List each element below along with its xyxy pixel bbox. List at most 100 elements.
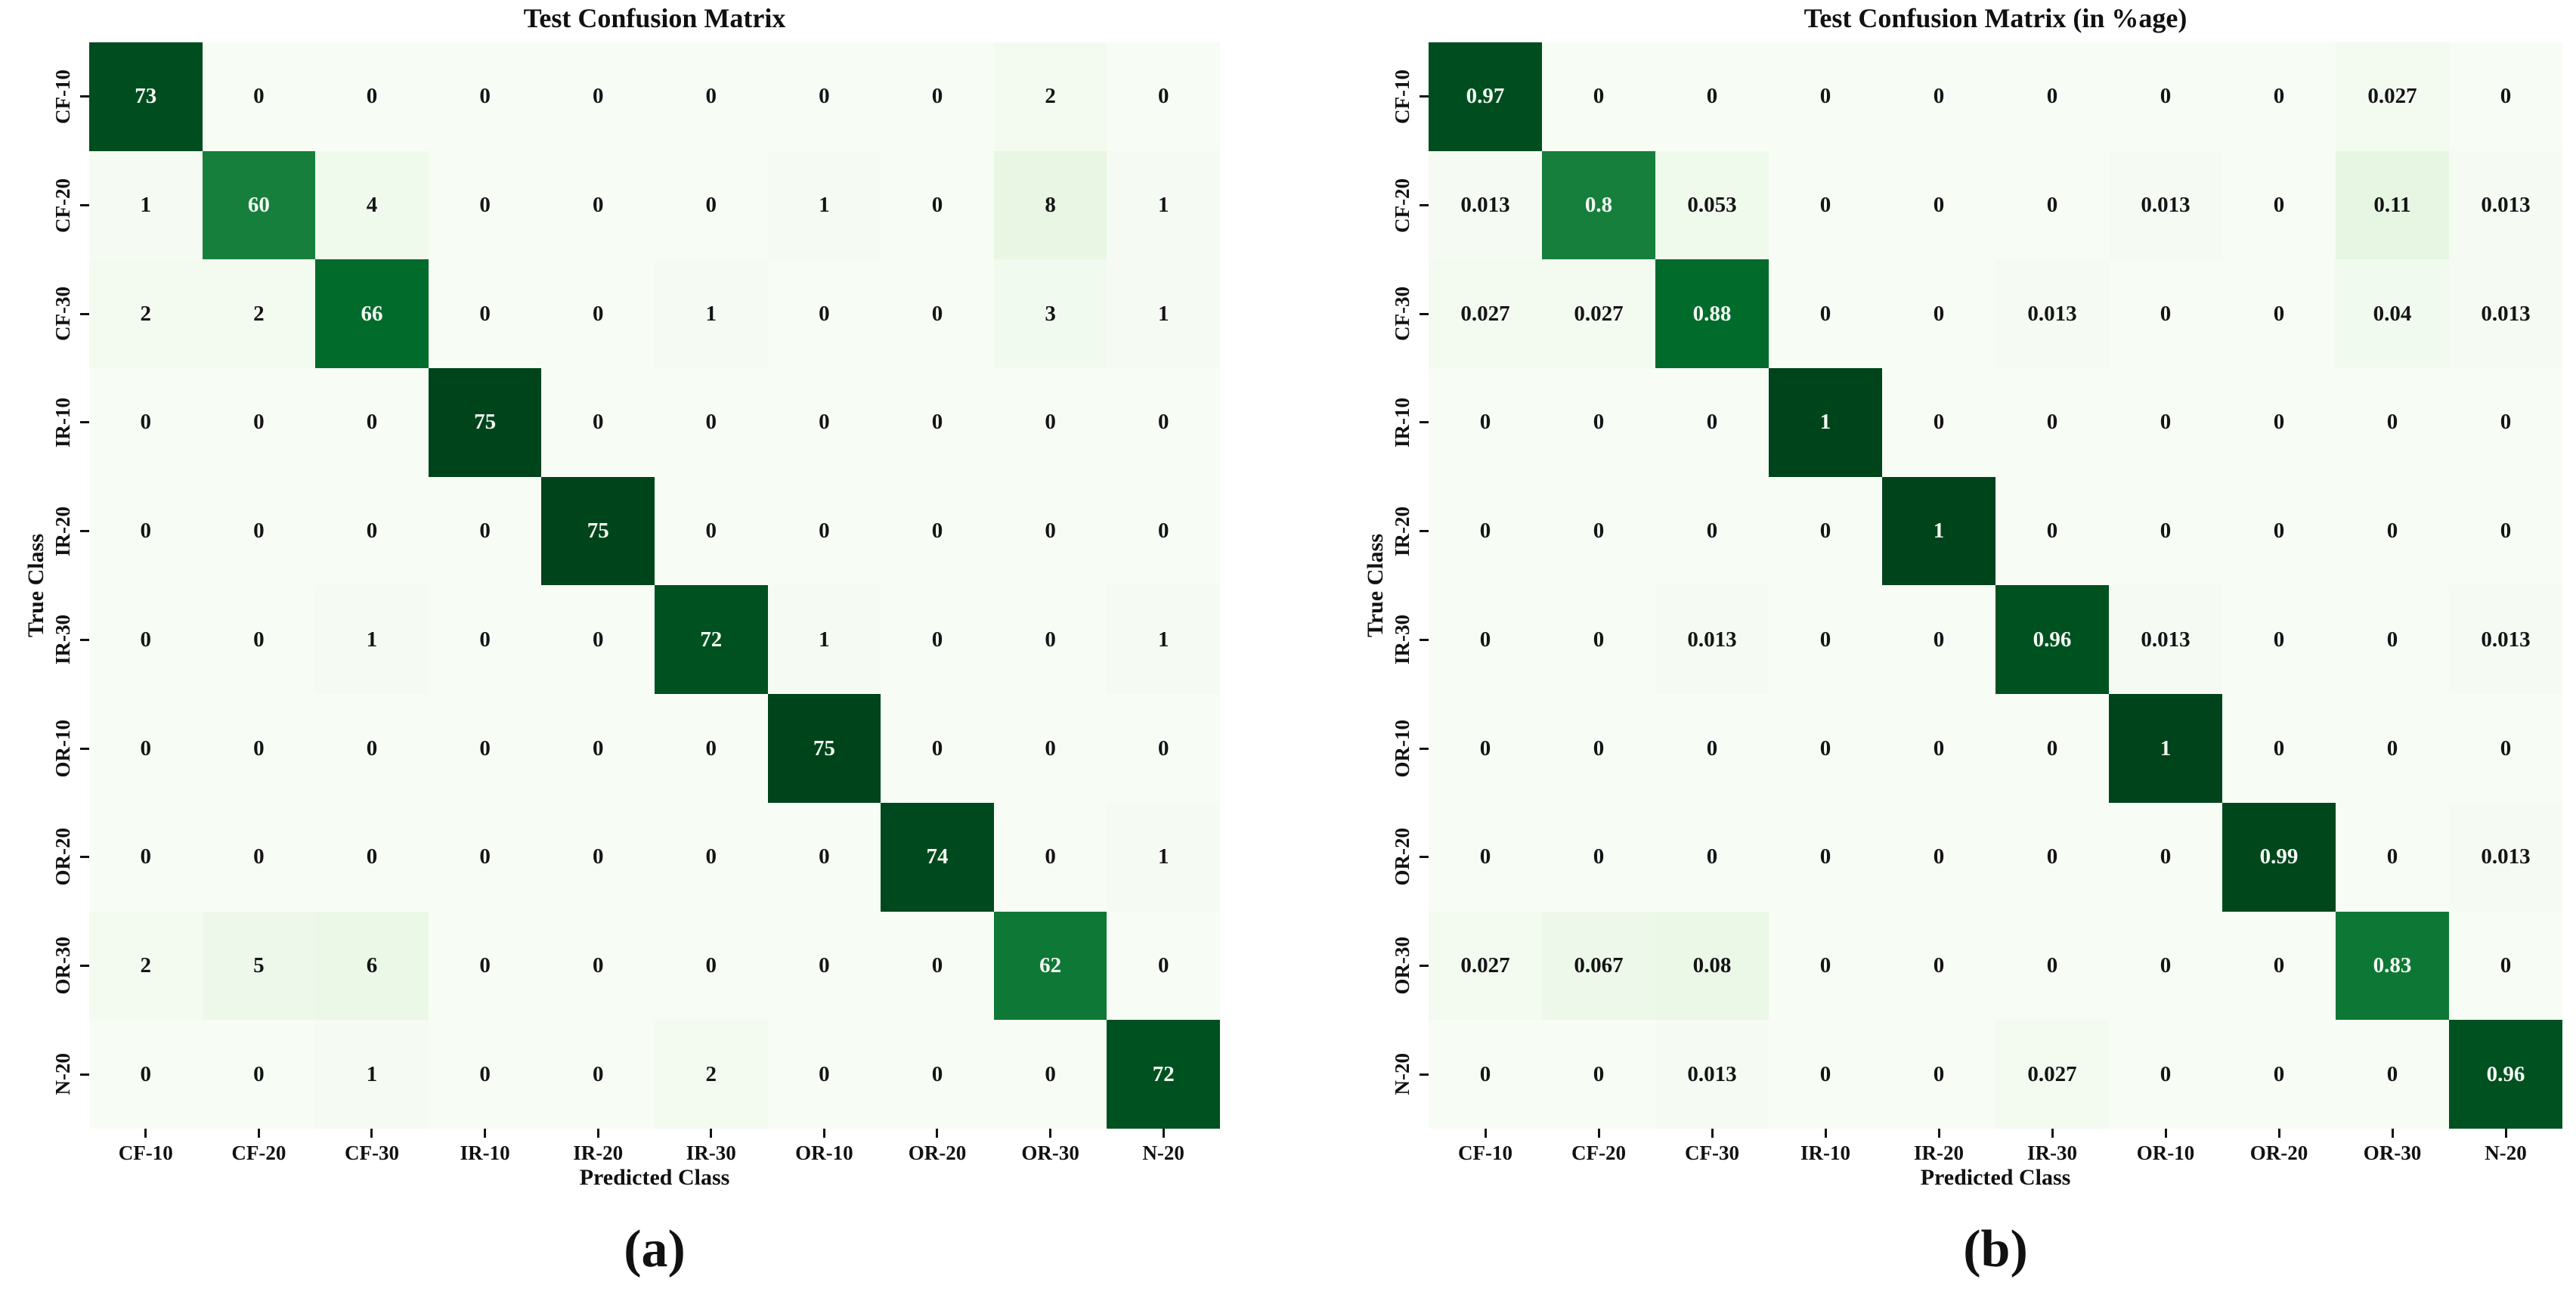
matrix-cell: 0 bbox=[2222, 694, 2336, 803]
matrix-cell: 1 bbox=[1107, 259, 1220, 369]
matrix-cell: 0 bbox=[315, 802, 429, 912]
y-tick-label: IR-20 bbox=[1391, 506, 1413, 556]
matrix-cell: 0 bbox=[541, 368, 655, 477]
matrix-cell: 0.027 bbox=[1429, 259, 1542, 369]
x-tick-label: OR-20 bbox=[2249, 1142, 2308, 1164]
matrix-cell: 0 bbox=[881, 476, 994, 586]
x-tick-label: OR-30 bbox=[2363, 1142, 2422, 1164]
matrix-cell: 2 bbox=[202, 259, 316, 369]
matrix-cell: 0 bbox=[1995, 150, 2109, 260]
y-tick: CF-20 bbox=[1391, 151, 1429, 260]
matrix-cell: 0 bbox=[2449, 42, 2562, 151]
tick-mark bbox=[596, 1129, 599, 1138]
matrix-cell: 72 bbox=[1107, 1020, 1220, 1129]
matrix-cell: 0 bbox=[767, 802, 881, 912]
matrix-cell: 0 bbox=[2109, 259, 2222, 369]
matrix-cell: 1 bbox=[315, 585, 429, 695]
matrix-cell: 0 bbox=[1429, 585, 1542, 695]
matrix-cell: 0.013 bbox=[1995, 259, 2109, 369]
y-tick-label: IR-30 bbox=[51, 615, 74, 665]
matrix-cell: 1 bbox=[1107, 802, 1220, 912]
matrix-cell: 1 bbox=[1107, 585, 1220, 695]
matrix-cell: 0 bbox=[315, 42, 429, 151]
tick-mark bbox=[1420, 95, 1429, 98]
matrix-cell: 0 bbox=[541, 585, 655, 695]
matrix-cell: 0 bbox=[1655, 802, 1769, 912]
x-tick-label: N-20 bbox=[2485, 1142, 2527, 1164]
matrix-cell: 0 bbox=[1769, 150, 1882, 260]
matrix-cell: 0 bbox=[315, 368, 429, 477]
tick-mark bbox=[2277, 1129, 2280, 1138]
matrix-cell: 0.013 bbox=[2449, 150, 2562, 260]
x-tick-label: IR-30 bbox=[2027, 1142, 2077, 1164]
matrix-cell: 0 bbox=[89, 368, 203, 477]
matrix-cell: 0 bbox=[1995, 802, 2109, 912]
tick-mark bbox=[80, 530, 90, 533]
matrix-cell: 0 bbox=[1655, 694, 1769, 803]
matrix-cell: 1 bbox=[89, 150, 203, 260]
matrix-cell: 0 bbox=[881, 150, 994, 260]
matrix-cell: 0 bbox=[2109, 476, 2222, 586]
matrix-cell: 4 bbox=[315, 150, 429, 260]
chart-title: Test Confusion Matrix (in %age) bbox=[1804, 3, 2187, 33]
matrix-cell: 0 bbox=[541, 694, 655, 803]
matrix-cell: 5 bbox=[202, 911, 316, 1021]
matrix-cell: 0 bbox=[2336, 368, 2449, 477]
matrix-cell: 0 bbox=[1769, 42, 1882, 151]
matrix-cell: 8 bbox=[993, 150, 1107, 260]
matrix-cell: 0 bbox=[202, 694, 316, 803]
matrix-cell: 0 bbox=[1542, 476, 1655, 586]
x-tick-label: CF-30 bbox=[345, 1142, 399, 1164]
matrix-cell: 0.013 bbox=[1655, 1020, 1769, 1129]
matrix-cell: 0 bbox=[428, 585, 542, 695]
tick-mark bbox=[257, 1129, 260, 1138]
y-tick: IR-10 bbox=[1391, 368, 1429, 477]
matrix-cell: 0 bbox=[2222, 150, 2336, 260]
tick-mark bbox=[80, 204, 90, 207]
matrix-cell: 0.8 bbox=[1542, 150, 1655, 260]
tick-mark bbox=[936, 1129, 939, 1138]
matrix-cell: 0 bbox=[1882, 42, 1995, 151]
matrix-cell: 0 bbox=[2109, 1020, 2222, 1129]
tick-mark bbox=[1420, 421, 1429, 424]
matrix-cell: 0 bbox=[202, 1020, 316, 1129]
matrix-cell: 1 bbox=[1769, 368, 1882, 477]
x-tick: CF-10 bbox=[1429, 1129, 1542, 1165]
matrix-cell: 0 bbox=[1882, 585, 1995, 695]
x-tick: IR-20 bbox=[1882, 1129, 1995, 1165]
y-axis-label: True Class bbox=[1361, 42, 1391, 1129]
matrix-cell: 0 bbox=[1429, 802, 1542, 912]
matrix-cell: 0 bbox=[1107, 476, 1220, 586]
tick-mark bbox=[370, 1129, 373, 1138]
y-tick: OR-20 bbox=[1391, 803, 1429, 912]
y-tick: OR-30 bbox=[1391, 912, 1429, 1021]
matrix-cell: 0.97 bbox=[1429, 42, 1542, 151]
matrix-cell: 0 bbox=[1769, 802, 1882, 912]
matrix-cell: 0.013 bbox=[2449, 802, 2562, 912]
x-tick-labels: CF-10 CF-20 CF-30 IR-10 IR-20 IR-30 OR-10 OR-20… bbox=[1429, 1129, 2562, 1165]
y-tick-label: CF-30 bbox=[1391, 287, 1413, 342]
matrix-cell: 0 bbox=[1542, 694, 1655, 803]
matrix-cell: 0.027 bbox=[2336, 42, 2449, 151]
y-tick-label: N-20 bbox=[1391, 1053, 1413, 1095]
matrix-cell: 0 bbox=[1107, 368, 1220, 477]
y-tick-label: CF-30 bbox=[51, 287, 74, 342]
y-tick-label: IR-30 bbox=[1391, 615, 1413, 665]
matrix-cell: 0.11 bbox=[2336, 150, 2449, 260]
x-tick-label: CF-10 bbox=[1458, 1142, 1512, 1164]
matrix-cell: 0 bbox=[1542, 585, 1655, 695]
y-tick: IR-10 bbox=[51, 368, 90, 477]
matrix-cell: 0 bbox=[993, 802, 1107, 912]
x-tick: OR-30 bbox=[994, 1129, 1107, 1165]
y-tick: OR-10 bbox=[51, 694, 90, 803]
matrix-cell: 0 bbox=[2336, 1020, 2449, 1129]
panel-b: Test Confusion Matrix (in %age) True Cla… bbox=[1288, 0, 2576, 1298]
y-axis-label-text: True Class bbox=[1363, 534, 1388, 637]
tick-mark bbox=[80, 1073, 90, 1076]
matrix-cell: 0 bbox=[428, 694, 542, 803]
panel-a: Test Confusion Matrix True Class CF-10 CF… bbox=[21, 3, 1220, 1278]
matrix-cell: 0 bbox=[655, 150, 768, 260]
y-tick-labels: CF-10 CF-20 CF-30 IR-10 IR-20 IR-30 OR-10 OR-20… bbox=[1391, 42, 1429, 1129]
y-axis-label: True Class bbox=[21, 42, 51, 1129]
x-tick-label: OR-10 bbox=[795, 1142, 853, 1164]
